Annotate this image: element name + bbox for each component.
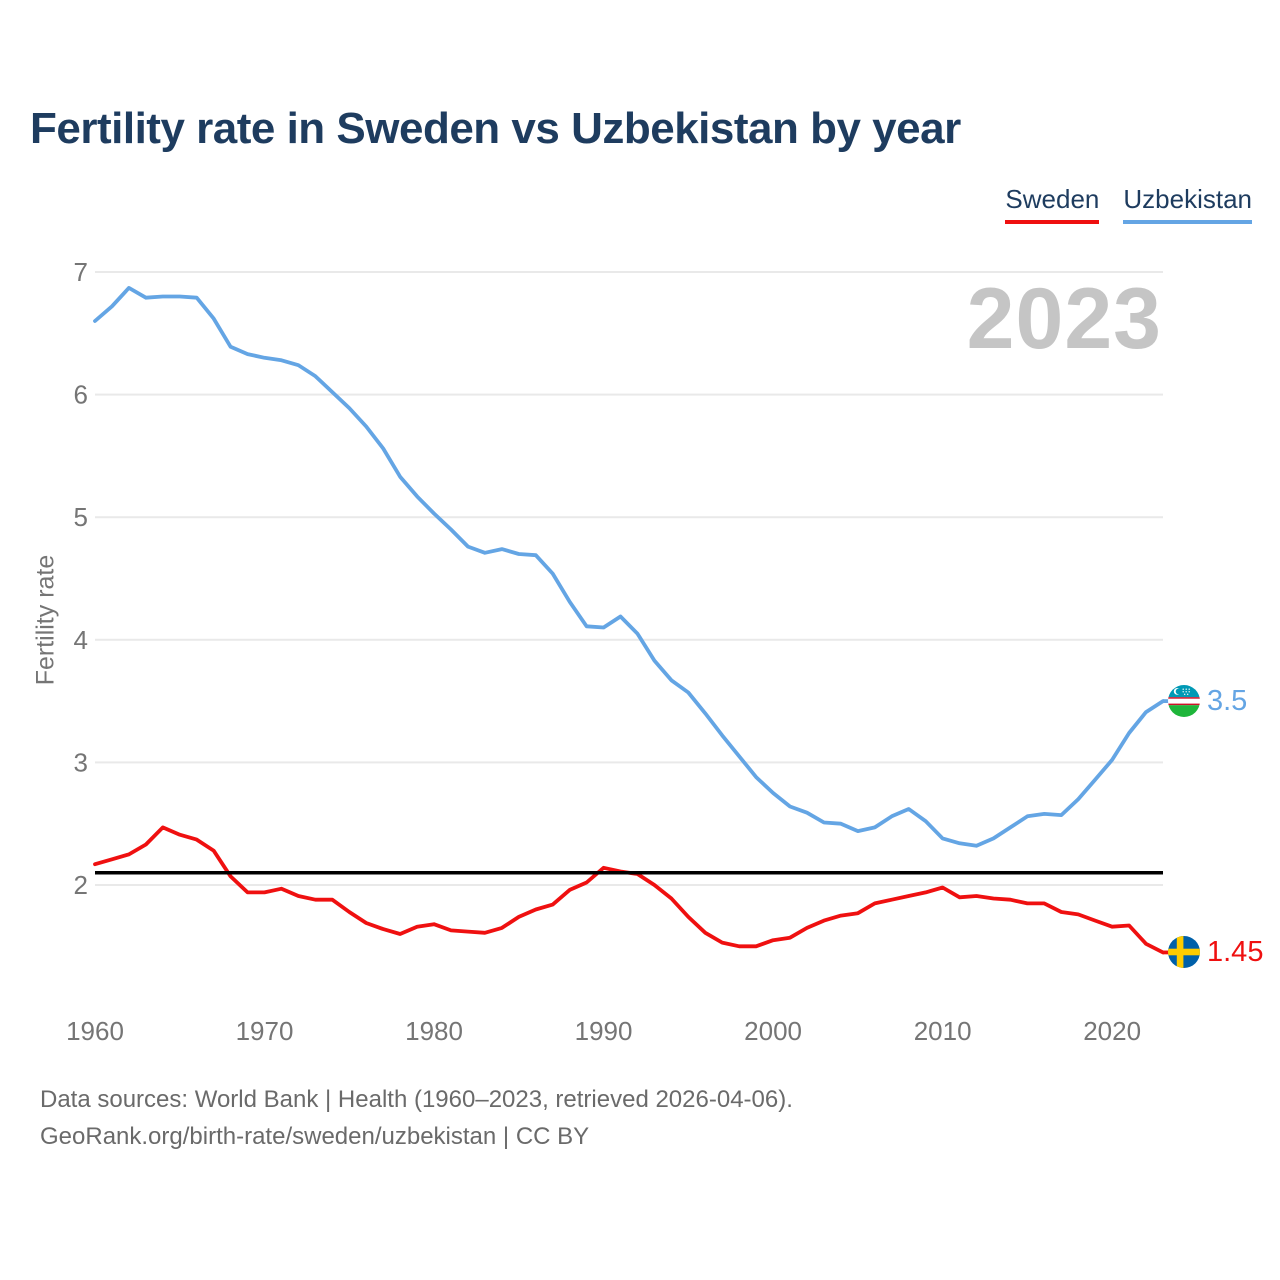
uzbekistan-end-label: 3.5 [1168, 685, 1247, 717]
uzbekistan-end-value: 3.5 [1207, 685, 1248, 717]
footer-attribution-line: GeoRank.org/birth-rate/sweden/uzbekistan… [40, 1123, 590, 1150]
legend-item-uzbekistan[interactable]: Uzbekistan [1123, 184, 1252, 224]
y-tick-label: 4 [74, 625, 88, 655]
x-tick-label: 1970 [236, 1016, 294, 1046]
series-line-sweden [93, 825, 1165, 955]
footer-source-line: Data sources: World Bank | Health (1960–… [40, 1086, 793, 1113]
x-tick-label: 1990 [575, 1016, 633, 1046]
sweden-flag-icon [1168, 936, 1200, 968]
sweden-end-value: 1.45 [1207, 936, 1264, 968]
y-tick-label: 2 [74, 870, 88, 900]
legend-item-sweden[interactable]: Sweden [1005, 184, 1100, 224]
legend: Sweden Uzbekistan [1005, 184, 1252, 224]
x-tick-label: 2010 [914, 1016, 972, 1046]
uzbekistan-flag-icon [1168, 685, 1200, 717]
y-tick-label: 6 [74, 380, 88, 410]
y-tick-label: 5 [74, 502, 88, 532]
x-tick-label: 2020 [1083, 1016, 1141, 1046]
series-line-uzbekistan [93, 285, 1165, 848]
x-tick-label: 1960 [66, 1016, 124, 1046]
x-tick-label: 1980 [405, 1016, 463, 1046]
year-watermark: 2023 [966, 271, 1162, 367]
y-tick-label: 3 [74, 747, 88, 777]
y-tick-label: 7 [74, 257, 88, 287]
sweden-end-label: 1.45 [1168, 936, 1263, 968]
page-title: Fertility rate in Sweden vs Uzbekistan b… [30, 104, 961, 153]
x-tick-label: 2000 [744, 1016, 802, 1046]
